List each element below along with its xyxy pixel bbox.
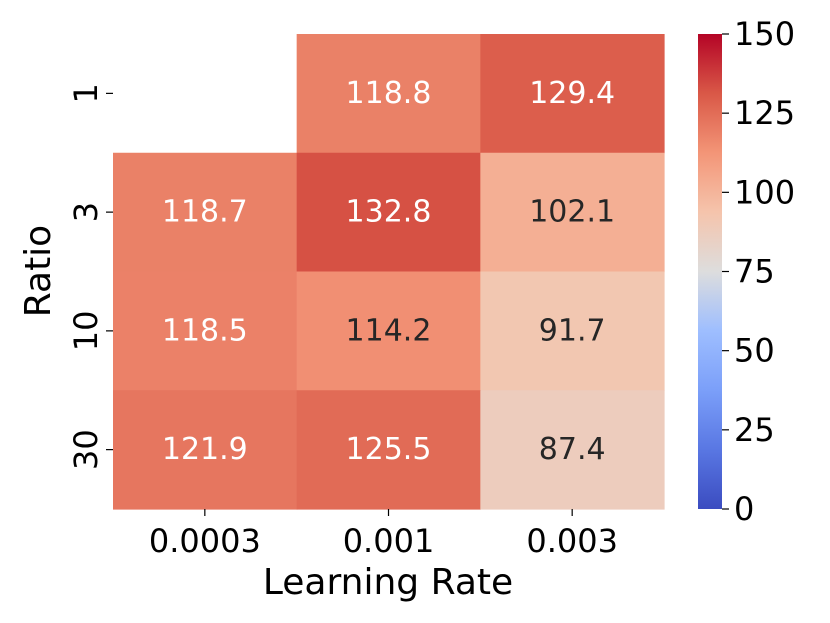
heatmap-cell	[113, 271, 298, 391]
cell-value-label: 87.4	[539, 432, 606, 467]
y-tick-label: 3	[67, 202, 105, 222]
cell-value-label: 118.7	[162, 195, 248, 230]
y-tick-label: 1	[67, 83, 105, 103]
colorbar-tick-label: 0	[734, 490, 754, 528]
y-axis-ticks: 1 3 10 30	[67, 83, 113, 470]
colorbar	[698, 34, 722, 509]
colorbar-tick-label: 25	[734, 411, 775, 449]
x-axis-title: Learning Rate	[263, 562, 513, 603]
heatmap-cell	[296, 34, 481, 154]
colorbar-tick-label: 150	[734, 15, 795, 53]
cell-value-label: 121.9	[162, 432, 248, 467]
heatmap-cell	[113, 390, 298, 510]
colorbar-tick-label: 100	[734, 173, 795, 211]
heatmap-cell	[480, 271, 665, 391]
heatmap-cell	[296, 152, 481, 273]
x-tick-label: 0.0003	[149, 522, 261, 560]
y-axis-title: Ratio	[18, 225, 59, 317]
colorbar-tick-label: 75	[734, 253, 775, 291]
cell-value-label: 132.8	[346, 195, 432, 230]
heatmap-cell	[480, 152, 665, 273]
heatmap-cell	[113, 152, 298, 273]
cell-value-label: 125.5	[346, 432, 432, 467]
x-axis-ticks: 0.0003 0.001 0.003	[149, 509, 618, 560]
y-tick-label: 30	[67, 429, 105, 470]
heatmap-cell	[296, 390, 481, 510]
y-tick-label: 10	[67, 311, 105, 352]
cell-value-label: 129.4	[529, 76, 615, 111]
heatmap-cell	[296, 271, 481, 391]
cell-value-label: 114.2	[346, 313, 432, 348]
heatmap-cell-labels: 118.8 129.4 118.7 132.8 102.1 118.5 114.2 91.7 1…	[162, 76, 615, 467]
x-tick-label: 0.001	[343, 522, 435, 560]
heatmap-cell	[480, 34, 665, 154]
cell-value-label: 118.8	[346, 76, 432, 111]
colorbar-ticks: 0 25 50 75 100 125 150	[722, 15, 795, 528]
colorbar-tick-label: 125	[734, 94, 795, 132]
cell-value-label: 118.5	[162, 313, 248, 348]
x-tick-label: 0.003	[526, 522, 618, 560]
heatmap-cell	[480, 390, 665, 510]
cell-value-label: 102.1	[529, 195, 615, 230]
cell-value-label: 91.7	[539, 313, 606, 348]
colorbar-tick-label: 50	[734, 332, 775, 370]
heatmap-cells	[113, 34, 665, 510]
